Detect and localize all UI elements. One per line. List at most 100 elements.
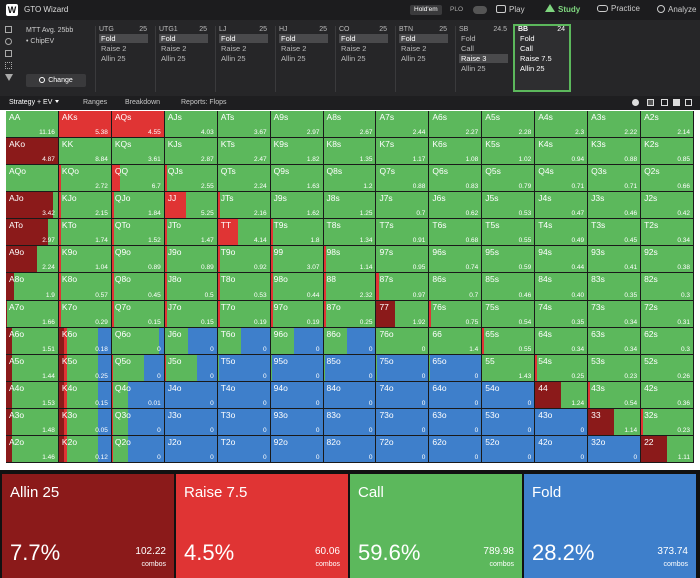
hand-cell-97s[interactable]: 97s 0.95 bbox=[376, 246, 430, 274]
hand-cell-K2o[interactable]: K2o 0.12 bbox=[58, 435, 112, 463]
hand-cell-J6o[interactable]: J6o 0 bbox=[164, 327, 218, 355]
position-bb[interactable]: BB 24 Fold Call Raise 7.5 Allin 25 bbox=[513, 24, 571, 92]
hand-cell-73o[interactable]: 73o 0 bbox=[376, 408, 430, 436]
hand-cell-93s[interactable]: 93s 0.41 bbox=[588, 246, 642, 274]
hand-cell-72o[interactable]: 72o 0 bbox=[376, 435, 430, 463]
hand-cell-J3s[interactable]: J3s 0.46 bbox=[588, 192, 642, 220]
hand-cell-Q6s[interactable]: Q6s 0.83 bbox=[429, 165, 483, 193]
hand-cell-92s[interactable]: 92s 0.38 bbox=[641, 246, 694, 274]
save-icon[interactable] bbox=[5, 50, 12, 57]
hand-cell-KQs[interactable]: KQs 3.61 bbox=[111, 138, 165, 166]
change-button[interactable]: Change bbox=[26, 74, 86, 87]
hand-cell-95s[interactable]: 95s 0.59 bbox=[482, 246, 536, 274]
hand-cell-85o[interactable]: 85o 0 bbox=[323, 354, 377, 382]
action-option[interactable]: Call bbox=[520, 44, 533, 53]
tab-breakdown[interactable]: Breakdown bbox=[125, 99, 161, 106]
hand-cell-98s[interactable]: 98s 1.14 bbox=[323, 246, 377, 274]
hand-cell-AQo[interactable]: AQo bbox=[6, 165, 59, 193]
hand-cell-94o[interactable]: 94o 0 bbox=[270, 381, 324, 409]
hand-cell-52o[interactable]: 52o 0 bbox=[482, 435, 536, 463]
filter-icon[interactable] bbox=[5, 74, 13, 81]
hand-cell-A6s[interactable]: A6s 2.27 bbox=[429, 111, 483, 139]
view-mode-icon-5[interactable] bbox=[685, 99, 692, 106]
hand-cell-T4s[interactable]: T4s 0.49 bbox=[535, 219, 589, 247]
hand-cell-A6o[interactable]: A6o 1.51 bbox=[6, 327, 59, 355]
hand-cell-K4s[interactable]: K4s 0.94 bbox=[535, 138, 589, 166]
hand-cell-AKs[interactable]: AKs 5.38 bbox=[58, 111, 112, 139]
action-option[interactable]: Allin 25 bbox=[341, 54, 366, 63]
hand-cell-KJo[interactable]: KJo 2.15 bbox=[58, 192, 112, 220]
hand-cell-53s[interactable]: 53s 0.23 bbox=[588, 354, 642, 382]
hand-cell-88[interactable]: 88 2.32 bbox=[323, 273, 377, 301]
hand-cell-32s[interactable]: 32s 0.23 bbox=[641, 408, 694, 436]
action-option[interactable]: Raise 2 bbox=[281, 44, 307, 53]
action-option[interactable]: Fold bbox=[99, 34, 148, 43]
hand-cell-Q7o[interactable]: Q7o 0.15 bbox=[111, 300, 165, 328]
hand-cell-QJs[interactable]: QJs 2.55 bbox=[164, 165, 218, 193]
hand-cell-84o[interactable]: 84o 0 bbox=[323, 381, 377, 409]
action-option[interactable]: Allin 25 bbox=[520, 64, 545, 73]
hand-cell-94s[interactable]: 94s 0.44 bbox=[535, 246, 589, 274]
hand-cell-Q3o[interactable]: Q3o 0 bbox=[111, 408, 165, 436]
hand-cell-T8s[interactable]: T8s 1.34 bbox=[323, 219, 377, 247]
position-utg[interactable]: UTG 25 Fold Raise 2 Allin 25 bbox=[95, 26, 151, 92]
action-option[interactable]: Allin 25 bbox=[401, 54, 426, 63]
hand-cell-43s[interactable]: 43s 0.54 bbox=[588, 381, 642, 409]
hand-cell-JJ[interactable]: JJ 5.25 bbox=[164, 192, 218, 220]
hand-cell-83s[interactable]: 83s 0.35 bbox=[588, 273, 642, 301]
hand-cell-T6s[interactable]: T6s 0.68 bbox=[429, 219, 483, 247]
hand-cell-32o[interactable]: 32o 0 bbox=[588, 435, 642, 463]
hand-cell-44[interactable]: 44 1.24 bbox=[535, 381, 589, 409]
action-option[interactable]: Raise 3 bbox=[459, 54, 508, 63]
action-option[interactable]: Fold bbox=[339, 34, 388, 43]
hand-cell-Q6o[interactable]: Q6o 0 bbox=[111, 327, 165, 355]
hand-cell-62s[interactable]: 62s 0.3 bbox=[641, 327, 694, 355]
nav-play[interactable]: Play bbox=[496, 4, 525, 14]
hand-cell-54o[interactable]: 54o 0 bbox=[482, 381, 536, 409]
hand-cell-Q5s[interactable]: Q5s 0.79 bbox=[482, 165, 536, 193]
logo[interactable]: W bbox=[6, 4, 18, 16]
hand-cell-A5s[interactable]: A5s 2.28 bbox=[482, 111, 536, 139]
hand-cell-QTs[interactable]: QTs 2.24 bbox=[217, 165, 271, 193]
hand-cell-76o[interactable]: 76o 0 bbox=[376, 327, 430, 355]
hand-cell-J9s[interactable]: J9s 1.62 bbox=[270, 192, 324, 220]
summary-card-fold[interactable]: Fold 28.2% 373.74 combos bbox=[524, 474, 696, 578]
hand-cell-J5s[interactable]: J5s 0.53 bbox=[482, 192, 536, 220]
view-mode-icon-1[interactable] bbox=[632, 99, 639, 106]
action-option[interactable]: Raise 2 bbox=[401, 44, 427, 53]
action-option[interactable]: Fold bbox=[520, 34, 535, 43]
hand-cell-J8o[interactable]: J8o 0.5 bbox=[164, 273, 218, 301]
hand-cell-82s[interactable]: 82s 0.3 bbox=[641, 273, 694, 301]
action-option[interactable]: Allin 25 bbox=[281, 54, 306, 63]
hand-cell-KJs[interactable]: KJs 2.87 bbox=[164, 138, 218, 166]
action-option[interactable]: Fold bbox=[461, 34, 476, 43]
hand-cell-63o[interactable]: 63o 0 bbox=[429, 408, 483, 436]
hand-cell-42o[interactable]: 42o 0 bbox=[535, 435, 589, 463]
hand-cell-65s[interactable]: 65s 0.55 bbox=[482, 327, 536, 355]
hand-cell-Q2s[interactable]: Q2s 0.66 bbox=[641, 165, 694, 193]
hand-cell-74o[interactable]: 74o 0 bbox=[376, 381, 430, 409]
hand-cell-J2o[interactable]: J2o 0 bbox=[164, 435, 218, 463]
hand-cell-K9s[interactable]: K9s 1.82 bbox=[270, 138, 324, 166]
hand-cell-99[interactable]: 99 3.07 bbox=[270, 246, 324, 274]
hand-cell-A4o[interactable]: A4o 1.53 bbox=[6, 381, 59, 409]
hand-cell-Q3s[interactable]: Q3s 0.71 bbox=[588, 165, 642, 193]
hand-cell-22[interactable]: 22 1.11 bbox=[641, 435, 694, 463]
hand-cell-72s[interactable]: 72s 0.31 bbox=[641, 300, 694, 328]
hand-cell-A9o[interactable]: A9o 2.24 bbox=[6, 246, 59, 274]
hand-cell-A2o[interactable]: A2o 1.46 bbox=[6, 435, 59, 463]
hand-cell-J6s[interactable]: J6s 0.62 bbox=[429, 192, 483, 220]
hand-cell-J5o[interactable]: J5o 0 bbox=[164, 354, 218, 382]
hand-cell-J9o[interactable]: J9o 0.89 bbox=[164, 246, 218, 274]
hand-cell-K3o[interactable]: K3o 0.05 bbox=[58, 408, 112, 436]
action-option[interactable]: Fold bbox=[159, 34, 208, 43]
hand-cell-76s[interactable]: 76s 0.75 bbox=[429, 300, 483, 328]
hand-cell-AA[interactable]: AA 11.16 bbox=[6, 111, 59, 139]
hand-cell-J4o[interactable]: J4o 0 bbox=[164, 381, 218, 409]
position-utg1[interactable]: UTG1 25 Fold Raise 2 Allin 25 bbox=[155, 26, 211, 92]
hand-cell-K7s[interactable]: K7s 1.17 bbox=[376, 138, 430, 166]
hand-cell-K2s[interactable]: K2s 0.85 bbox=[641, 138, 694, 166]
hand-cell-64o[interactable]: 64o 0 bbox=[429, 381, 483, 409]
hand-cell-Q2o[interactable]: Q2o 0 bbox=[111, 435, 165, 463]
hand-cell-Q8s[interactable]: Q8s 1.2 bbox=[323, 165, 377, 193]
